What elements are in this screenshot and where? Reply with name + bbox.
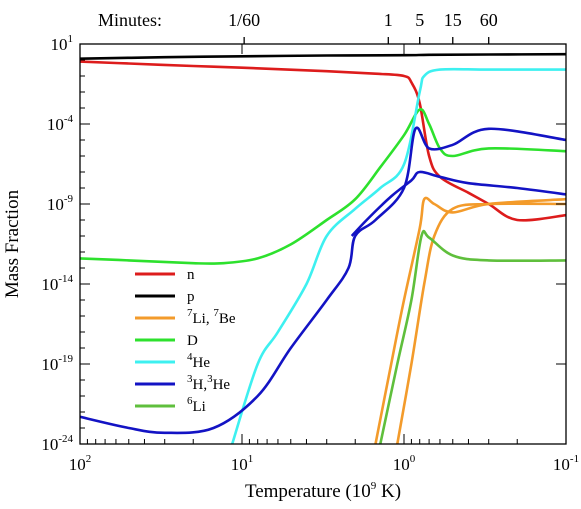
top-axis-tick-label: 1 (384, 10, 393, 30)
series-line-H3He3 (80, 126, 566, 435)
top-minutes-axis: Minutes: 1/60 1 5 15 60 (98, 10, 498, 44)
top-axis-tick-label: 60 (480, 10, 498, 30)
top-axis-tick-label: 1/60 (228, 10, 260, 30)
legend-label-D: D (187, 333, 198, 349)
top-axis-tick-label: 5 (415, 10, 424, 30)
legend-label-p: p (187, 289, 195, 305)
series-line-Li6 (379, 229, 566, 444)
legend-label-H3He3: 3H,3He (187, 373, 230, 393)
series-line-n (80, 60, 566, 222)
series-line-Li7Be7-secondary (396, 202, 566, 444)
y-tick-label: 101 (51, 33, 74, 54)
x-tick-label: 100 (393, 453, 416, 474)
x-axis-title: Temperature (109 K) (245, 480, 401, 502)
plot-lines (80, 52, 566, 444)
top-axis-title: Minutes: (98, 10, 162, 30)
y-tick-label: 10-14 (41, 273, 73, 294)
y-tick-label: 10-9 (47, 193, 74, 214)
series-line-H3He3-secondary (350, 170, 566, 237)
series-line-D (80, 108, 566, 265)
y-tick-label: 10-24 (41, 433, 73, 454)
x-tick-label: 10-1 (553, 453, 579, 474)
legend-label-n: n (187, 267, 195, 283)
x-tick-label: 102 (69, 453, 92, 474)
legend-label-He4: 4He (187, 351, 210, 371)
series-line-Li7Be7 (374, 196, 566, 444)
top-axis-tick-label: 15 (444, 10, 462, 30)
y-tick-label: 10-19 (41, 353, 73, 374)
y-axis-title: Mass Fraction (2, 189, 23, 298)
axes: 102 101 100 10-1 101 10-4 10-9 10-14 10-19 10-24 (41, 33, 579, 474)
plot-frame (79, 43, 567, 445)
legend-label-Li6: 6Li (187, 395, 206, 415)
y-tick-label: 10-4 (47, 113, 74, 134)
legend-label-Li7Be7: 7Li, 7Be (187, 307, 236, 327)
series-line-He4 (230, 67, 566, 444)
series-line-p (80, 52, 566, 60)
x-tick-label: 101 (231, 453, 254, 474)
